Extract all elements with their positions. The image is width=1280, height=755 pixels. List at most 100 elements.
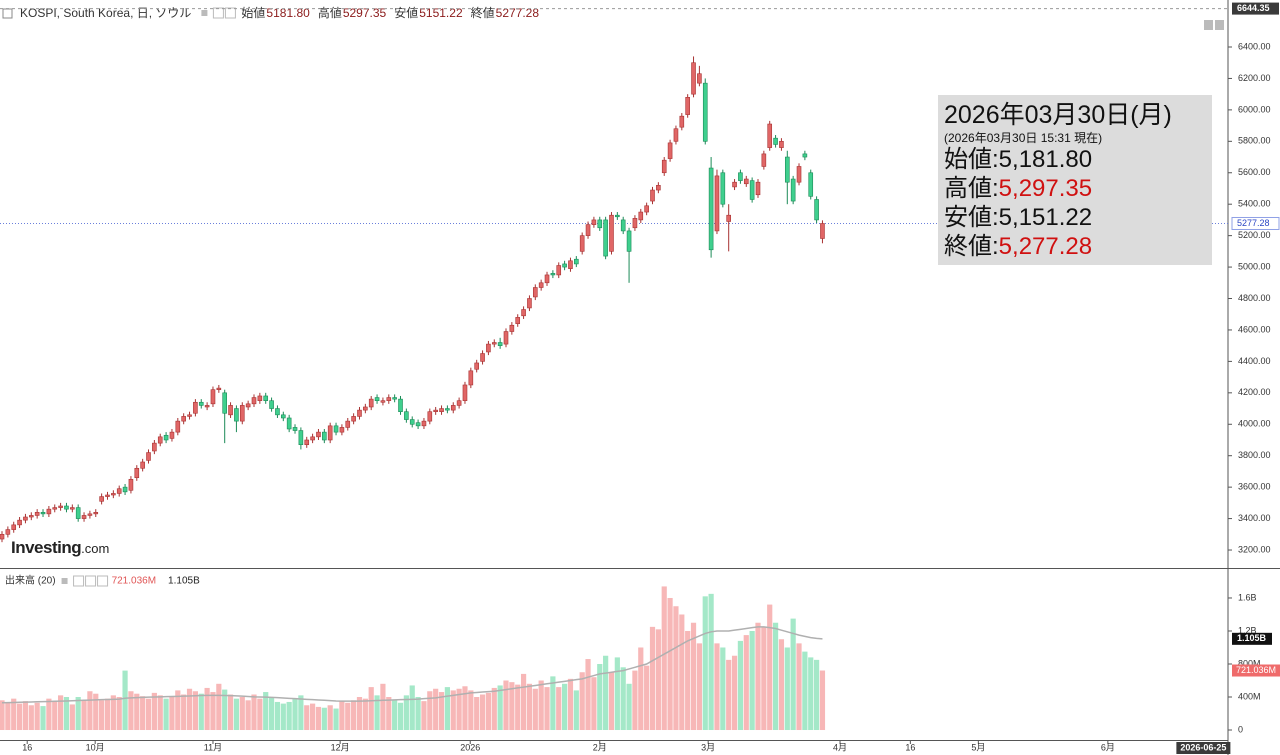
volume-bar [63, 697, 70, 731]
candle-body [796, 166, 802, 183]
candle-body [755, 181, 761, 196]
volume-bar [409, 685, 415, 731]
volume-bar [567, 678, 574, 731]
volume-bar [421, 701, 427, 731]
candle-body [732, 181, 737, 188]
candle-body [450, 405, 456, 411]
candle-body [386, 397, 392, 401]
volume-bar [227, 694, 234, 731]
candle-body [679, 115, 685, 128]
tooltip-row: 始値:5,181.80 [944, 145, 1206, 174]
toolbar-icon[interactable] [1204, 20, 1213, 30]
candle-body [404, 411, 409, 420]
y-tick-label: 1.6B [1238, 592, 1257, 602]
volume-bar [263, 692, 269, 731]
candle-body [316, 431, 321, 438]
volume-bar [778, 639, 785, 731]
volume-bar [286, 701, 292, 731]
y-tick-label: 6000.00 [1238, 104, 1271, 114]
volume-bar [585, 659, 591, 731]
volume-bar [632, 670, 638, 731]
toolbar-icon[interactable] [1215, 20, 1224, 30]
volume-bar [556, 687, 562, 731]
volume-bar [685, 630, 691, 731]
candle-body [779, 141, 784, 148]
candle-body [105, 494, 110, 497]
volume-bar [198, 693, 204, 731]
volume-bar [110, 695, 116, 731]
candle-body [34, 511, 40, 516]
volume-bar [116, 697, 122, 731]
volume-bar [321, 707, 327, 731]
volume-bar [450, 690, 456, 731]
volume-bar [497, 685, 503, 731]
candle-body [427, 411, 433, 422]
legend-label: 終値 [471, 5, 495, 20]
volume-bar [251, 694, 257, 731]
candle-body [310, 436, 315, 441]
collapse-icon[interactable] [2, 8, 13, 19]
x-tick-label: 11月 [204, 742, 222, 752]
volume-bar [292, 698, 298, 731]
candle-body [415, 422, 421, 427]
tooltip-row: 高値:5,297.35 [944, 174, 1206, 203]
volume-bar [380, 683, 386, 731]
candle-body [697, 73, 702, 84]
volume-bar [169, 697, 175, 731]
candle-body [134, 467, 140, 479]
volume-bar [679, 614, 685, 731]
candle-body [81, 515, 87, 519]
candle-body [152, 442, 157, 452]
ma-tag-label: 1.105B [1237, 633, 1267, 643]
volume-bar [749, 630, 755, 731]
candle-body [632, 218, 638, 229]
candle-body [5, 529, 11, 535]
high-tag-label: 6644.35 [1237, 3, 1270, 13]
candle-body [146, 452, 151, 461]
legend-label: 高値 [318, 5, 342, 20]
volume-bar [257, 698, 263, 731]
candle-body [187, 414, 192, 417]
chart-title: KOSPI, South Korea, 日, ソウル [20, 6, 191, 20]
legend-label: 始値 [241, 5, 265, 20]
candle-body [363, 406, 368, 411]
volume-bar [802, 651, 808, 731]
candle-body [128, 478, 134, 491]
candle-body [491, 342, 497, 345]
volume-bar [304, 705, 310, 731]
candle-body [23, 516, 28, 521]
candle-body [368, 398, 374, 408]
candle-body [550, 273, 556, 276]
ma-tag [1232, 632, 1272, 645]
logo: Investing.com [11, 538, 109, 558]
candle-body [597, 219, 603, 229]
y-tick-label: 6200.00 [1238, 73, 1271, 83]
volume-bar [696, 643, 702, 731]
candle-body [462, 384, 468, 401]
candle-body [181, 416, 186, 422]
candle-body [656, 185, 661, 191]
legend-label: 安値 [394, 5, 418, 20]
candle-body [714, 175, 720, 232]
pane-icon [73, 575, 85, 587]
candle-body [749, 180, 755, 200]
candle-body [357, 409, 362, 417]
x-tick-label: 10月 [86, 742, 105, 752]
volume-bar [479, 694, 486, 731]
volume-bar [755, 622, 761, 731]
candle-body [157, 436, 163, 444]
candle-body [661, 159, 667, 174]
candle-body [767, 123, 773, 148]
volume-bar [327, 705, 333, 731]
volume-bar [474, 697, 480, 731]
logo-suffix: .com [81, 541, 110, 556]
volume-bar [52, 701, 58, 731]
x-tick-label: 4月 [833, 742, 847, 752]
candle-body [286, 417, 292, 430]
candle-body [726, 214, 731, 222]
volume-bar [222, 689, 228, 731]
volume-bar [0, 700, 5, 731]
volume-bar [509, 682, 515, 731]
volume-bar [485, 692, 492, 731]
y-tick-label: 0 [1238, 724, 1243, 734]
